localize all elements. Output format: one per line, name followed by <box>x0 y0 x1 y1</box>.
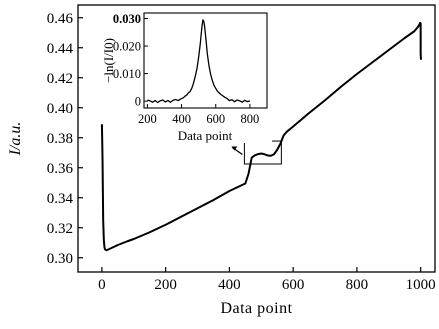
y-tick-label: 0.44 <box>47 41 74 57</box>
inset-series-line <box>147 19 251 104</box>
y-tick-label: 0.30 <box>47 251 73 267</box>
zoom-arrowhead <box>231 146 238 151</box>
x-tick-label: 600 <box>282 277 305 293</box>
inset-x-tick-label: 200 <box>138 112 157 126</box>
y-tick-label: 0.36 <box>47 161 74 177</box>
inset-y-tick-label: 0 <box>135 95 141 109</box>
y-axis-label: I/a.u. <box>7 122 24 157</box>
x-axis-label: Data point <box>220 300 292 317</box>
series-line <box>100 22 422 252</box>
inset-x-axis-label: Data point <box>178 128 233 143</box>
y-tick-label: 0.46 <box>47 11 74 27</box>
y-tick-label: 0.40 <box>47 101 73 117</box>
x-tick-label: 1000 <box>406 277 436 293</box>
inset-y-tick-label: 0.020 <box>113 40 141 54</box>
y-tick-label: 0.32 <box>47 221 73 237</box>
inset-y-tick-label: 0.030 <box>113 12 141 26</box>
plot-frame <box>77 4 436 273</box>
y-tick-label: 0.42 <box>47 71 73 87</box>
y-tick-label: 0.34 <box>47 191 74 207</box>
y-tick-label: 0.38 <box>47 131 73 147</box>
inset-y-axis-label: −ln(I/I0) <box>101 38 116 83</box>
inset-y-tick-label: 0.010 <box>113 67 141 81</box>
x-tick-label: 800 <box>346 277 369 293</box>
x-tick-label: 200 <box>154 277 177 293</box>
inset-frame <box>143 12 268 109</box>
x-tick-label: 400 <box>218 277 241 293</box>
inset-x-tick-label: 800 <box>241 112 260 126</box>
inset-x-tick-label: 400 <box>172 112 191 126</box>
x-tick-label: 0 <box>98 277 106 293</box>
inset-x-tick-label: 600 <box>206 112 225 126</box>
